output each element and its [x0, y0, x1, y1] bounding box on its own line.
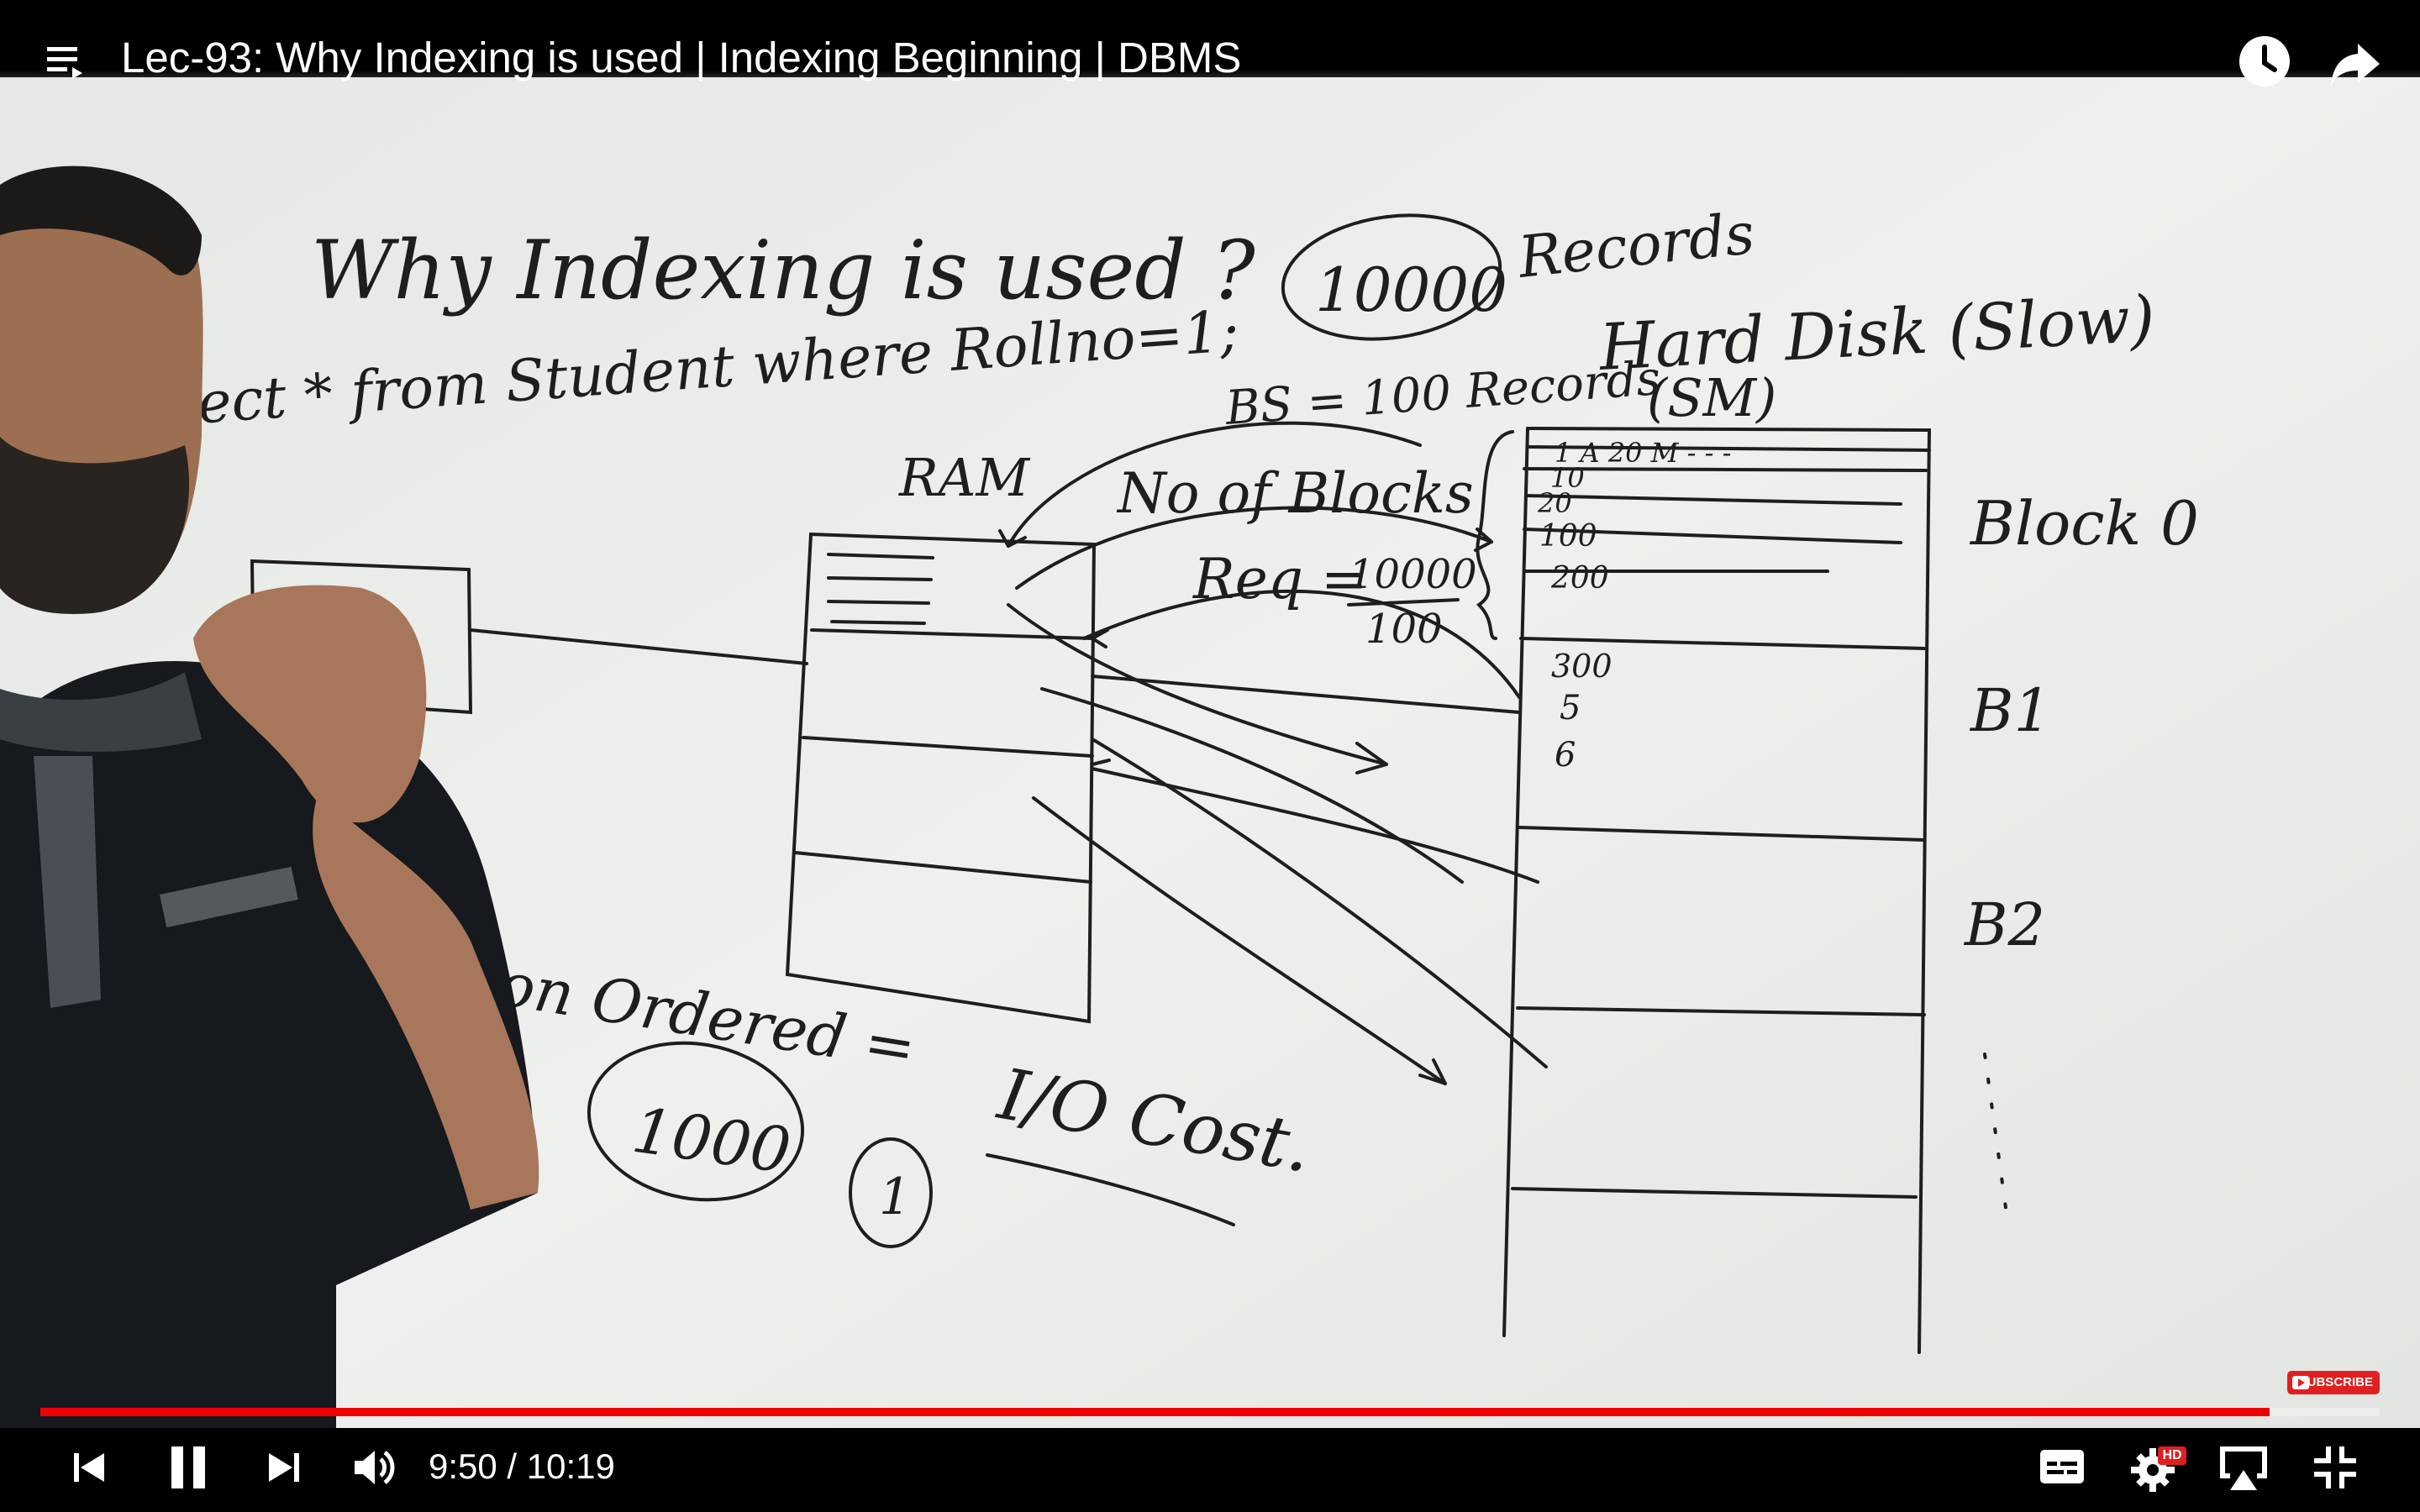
board-row-6: 6	[1555, 736, 1576, 774]
control-bar	[0, 1428, 2420, 1512]
progress-bar[interactable]	[40, 1408, 2380, 1416]
board-row-300: 300	[1551, 648, 1612, 685]
hd-badge: HD	[2158, 1446, 2186, 1465]
board-1: 1	[879, 1168, 911, 1226]
board-row-5: 5	[1560, 689, 1581, 727]
board-heading: Why Indexing is used ?	[311, 223, 1255, 318]
time-display: 9:50 / 10:19	[429, 1443, 615, 1490]
current-time: 9:50	[429, 1446, 497, 1486]
presenter-figure	[0, 165, 539, 1512]
top-bar	[0, 0, 2420, 77]
board-req: Req =	[1192, 547, 1367, 612]
time-separator: /	[497, 1446, 527, 1486]
board-row-1: 1 A 20 M - - -	[1555, 437, 1731, 469]
board-req-numerator: 10000	[1349, 551, 1477, 598]
video-title[interactable]: Lec-93: Why Indexing is used | Indexing …	[121, 34, 1242, 81]
board-sm: (SM)	[1647, 367, 1776, 428]
subscribe-label: SUBSCRIBE	[2298, 1375, 2373, 1389]
playlist-queue-icon[interactable]	[39, 34, 92, 87]
volume-icon[interactable]	[351, 1445, 398, 1490]
progress-played	[40, 1408, 2270, 1416]
board-block2: B2	[1963, 890, 2045, 959]
board-ram: RAM	[898, 447, 1030, 508]
duration: 10:19	[526, 1446, 615, 1486]
board-records-count: 10000	[1315, 255, 1507, 325]
exit-fullscreen-icon[interactable]	[2312, 1445, 2358, 1490]
previous-icon[interactable]	[69, 1446, 111, 1488]
board-req-denominator: 100	[1365, 606, 1443, 653]
captions-icon[interactable]	[2039, 1445, 2086, 1488]
pause-icon[interactable]	[165, 1443, 212, 1492]
youtube-play-icon	[2292, 1376, 2309, 1389]
board-row-20: 20	[1537, 487, 1572, 519]
board-no-of-blocks: No of Blocks	[1116, 461, 1474, 526]
board-row-200: 200	[1550, 561, 1609, 596]
subscribe-button[interactable]: SUBSCRIBE	[2287, 1371, 2380, 1394]
whiteboard-drawing	[250, 213, 2010, 1354]
next-icon[interactable]	[262, 1446, 304, 1488]
airplay-icon[interactable]	[2217, 1443, 2270, 1494]
board-block0: Block 0	[1969, 488, 2199, 559]
watch-later-clock-icon[interactable]	[2235, 32, 2294, 91]
board-row-100: 100	[1539, 519, 1597, 554]
share-arrow-icon[interactable]	[2326, 34, 2385, 92]
board-block1: B1	[1969, 676, 2051, 745]
board-row-10: 10	[1550, 462, 1585, 494]
